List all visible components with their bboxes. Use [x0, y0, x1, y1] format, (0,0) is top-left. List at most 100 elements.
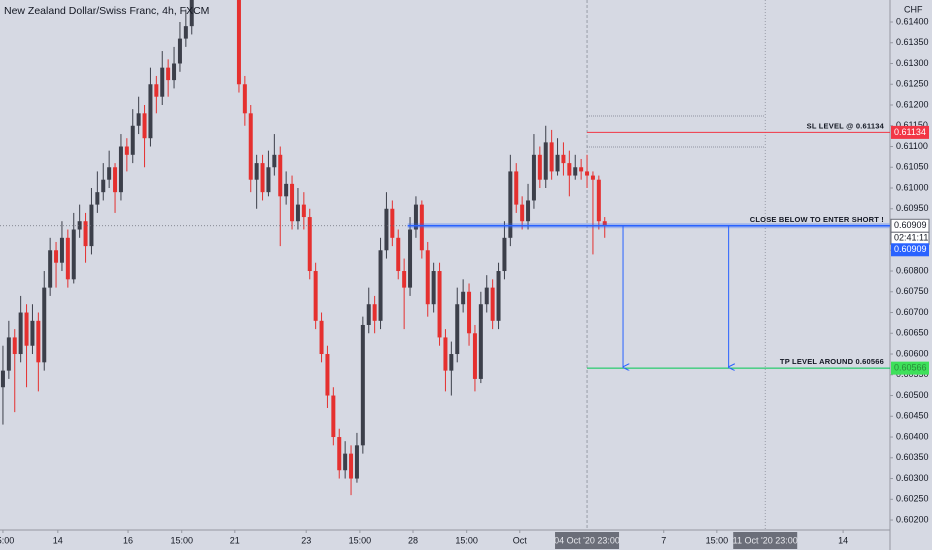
y-tick-label: 0.60250 — [896, 494, 929, 504]
candle-body — [337, 437, 342, 471]
candle-body — [136, 113, 141, 126]
candle-body — [543, 142, 548, 180]
y-tick-label: 0.60700 — [896, 307, 929, 317]
candle-body — [573, 167, 578, 176]
candle-body — [0, 370, 5, 388]
candle-body — [331, 395, 336, 438]
x-tick-label: 15:00 — [455, 535, 478, 545]
candle-body — [95, 192, 100, 205]
y-tick-label: 0.60300 — [896, 473, 929, 483]
candle-body — [278, 154, 283, 197]
chart-title: New Zealand Dollar/Swiss Franc, 4h, FXCM — [4, 5, 209, 17]
y-tick-label: 0.60800 — [896, 265, 929, 275]
y-tick-label: 0.61050 — [896, 162, 929, 172]
candle-body — [531, 154, 536, 201]
candle-body — [71, 229, 76, 280]
y-tick-label: 0.60400 — [896, 431, 929, 441]
y-tick-label: 0.60750 — [896, 286, 929, 296]
x-tick-label: 16 — [123, 535, 133, 545]
x-tick-label: 14 — [53, 535, 63, 545]
candle-body — [284, 183, 289, 197]
candle-body — [118, 146, 123, 193]
candle-body — [579, 167, 584, 172]
candle-body — [431, 271, 436, 305]
candle-body — [18, 312, 23, 355]
level-label: TP LEVEL AROUND 0.60566 — [780, 357, 884, 366]
time-marker-label: 11 Oct '20 23:00 — [733, 535, 798, 545]
candle-body — [12, 337, 17, 355]
y-tick-label: 0.60450 — [896, 411, 929, 421]
candle-body — [254, 163, 259, 180]
candle-body — [402, 271, 407, 288]
candle-body — [325, 354, 330, 396]
x-tick-label: 21 — [230, 535, 240, 545]
y-tick-label: 0.61150 — [896, 120, 928, 130]
sl-tag-box — [891, 125, 929, 139]
x-tick-label: 15:00 — [706, 535, 729, 545]
candle-body — [490, 287, 495, 321]
candle-body — [319, 320, 324, 355]
time-marker-label: 04 Oct '20 23:00 — [554, 535, 620, 545]
y-tick-label: 0.60350 — [896, 452, 929, 462]
candle-body — [419, 204, 424, 251]
candle-body — [378, 250, 383, 321]
y-tick-label: 0.60200 — [896, 514, 929, 524]
candle-body — [83, 221, 88, 247]
x-tick-label: 14 — [838, 535, 848, 545]
y-tick-label: 0.61300 — [896, 58, 929, 68]
y-tick-label: 0.60650 — [896, 328, 929, 338]
candle-body — [177, 38, 182, 64]
candle-body — [549, 142, 554, 172]
y-tick-label: 0.61100 — [896, 141, 928, 151]
candle-body — [77, 221, 82, 230]
candle-body — [425, 250, 430, 305]
candle-body — [520, 204, 525, 222]
candle-body — [295, 204, 300, 222]
candle-body — [396, 237, 401, 272]
candle-body — [360, 324, 365, 446]
candle-body — [183, 26, 188, 39]
candle-body — [537, 154, 542, 180]
time-marker-box — [555, 532, 620, 549]
candle-body — [484, 287, 489, 305]
candle-body — [260, 163, 265, 193]
entry-tag-box — [891, 243, 929, 257]
candle-body — [502, 237, 507, 272]
y-tick-label: 0.61200 — [896, 99, 929, 109]
candle-body — [272, 154, 277, 168]
candle-body — [236, 0, 241, 85]
candle-body — [390, 208, 395, 238]
candle-body — [266, 167, 271, 193]
candle-body — [596, 179, 601, 222]
entry-tag: 0.60909 — [894, 244, 927, 254]
candle-body — [6, 337, 11, 371]
x-tick-label: 28 — [408, 535, 418, 545]
x-tick-label: 23 — [301, 535, 311, 545]
candle-body — [89, 204, 94, 247]
tp-tag-box — [891, 361, 929, 375]
candle-body — [349, 453, 354, 479]
candle-body — [567, 163, 572, 176]
candle-body — [602, 221, 607, 226]
candle-body — [307, 217, 312, 272]
x-tick-label: Oct — [513, 535, 528, 545]
candle-body — [443, 337, 448, 371]
candle-body — [449, 354, 454, 371]
candle-body — [42, 287, 47, 363]
candle-body — [354, 445, 359, 479]
candle-body — [590, 175, 595, 180]
candle-body — [59, 237, 64, 263]
candle-body — [189, 0, 194, 27]
candle-body — [124, 146, 129, 155]
candle-body — [467, 291, 472, 334]
time-marker-box — [733, 532, 798, 549]
y-tick-label: 0.60950 — [896, 203, 929, 213]
y-tick-label: 0.61000 — [896, 182, 929, 192]
candle-body — [130, 125, 135, 155]
candle-body — [413, 204, 418, 230]
y-tick-label: 0.61250 — [896, 79, 929, 89]
candle-body — [472, 333, 477, 379]
currency: CHF — [904, 4, 923, 14]
candle-body — [585, 171, 590, 176]
